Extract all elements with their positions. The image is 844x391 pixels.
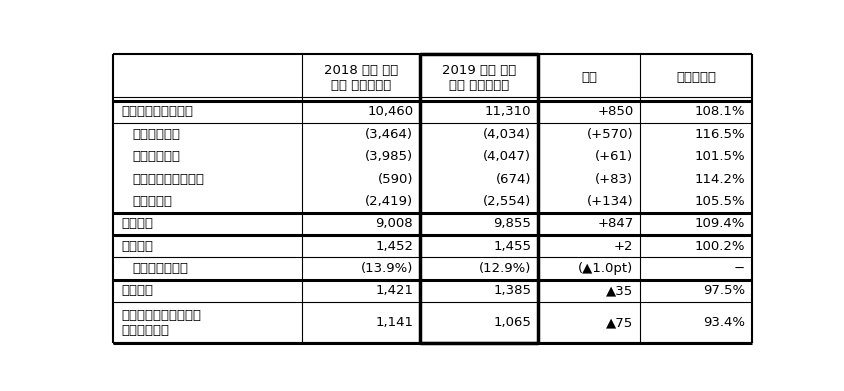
Text: 2018 年３ 月期
第３ 四半期決算: 2018 年３ 月期 第３ 四半期決算 xyxy=(323,64,398,91)
Text: （国際旅客）: （国際旅客） xyxy=(133,128,181,141)
Text: 9,855: 9,855 xyxy=(494,217,532,230)
Text: 2019 年３ 月期
第３ 四半期決算: 2019 年３ 月期 第３ 四半期決算 xyxy=(441,64,516,91)
Text: −: − xyxy=(734,262,745,275)
Text: (2,554): (2,554) xyxy=(483,195,532,208)
Text: ▲35: ▲35 xyxy=(606,284,634,298)
Text: 116.5%: 116.5% xyxy=(695,128,745,141)
Text: (3,985): (3,985) xyxy=(365,150,414,163)
Text: （その他）: （その他） xyxy=(133,195,173,208)
Text: 1,385: 1,385 xyxy=(494,284,532,298)
Text: 前年同期比: 前年同期比 xyxy=(676,71,716,84)
Text: +850: +850 xyxy=(598,106,634,118)
Text: （国際・国内貨物）: （国際・国内貨物） xyxy=(133,172,204,185)
Text: 1,455: 1,455 xyxy=(494,240,532,253)
Text: 1,421: 1,421 xyxy=(376,284,414,298)
Text: (+570): (+570) xyxy=(587,128,634,141)
Text: 11,310: 11,310 xyxy=(484,106,532,118)
Text: (12.9%): (12.9%) xyxy=(479,262,532,275)
Text: +847: +847 xyxy=(598,217,634,230)
Text: 97.5%: 97.5% xyxy=(703,284,745,298)
Text: 101.5%: 101.5% xyxy=(695,150,745,163)
Text: (4,034): (4,034) xyxy=(484,128,532,141)
Text: 営業利益: 営業利益 xyxy=(122,240,154,253)
Text: 10,460: 10,460 xyxy=(367,106,414,118)
Text: 経常利益: 経常利益 xyxy=(122,284,154,298)
Text: (+134): (+134) xyxy=(587,195,634,208)
Text: (674): (674) xyxy=(495,172,532,185)
Text: 9,008: 9,008 xyxy=(376,217,414,230)
Text: 93.4%: 93.4% xyxy=(703,316,745,329)
Text: (+83): (+83) xyxy=(595,172,634,185)
Text: ▲75: ▲75 xyxy=(606,316,634,329)
Text: （営業利益率）: （営業利益率） xyxy=(133,262,188,275)
Text: +2: +2 xyxy=(614,240,634,253)
Text: (+61): (+61) xyxy=(595,150,634,163)
Text: 109.4%: 109.4% xyxy=(695,217,745,230)
Text: 105.5%: 105.5% xyxy=(695,195,745,208)
Text: （国内旅客）: （国内旅客） xyxy=(133,150,181,163)
Text: (590): (590) xyxy=(378,172,414,185)
Text: 増減: 増減 xyxy=(581,71,597,84)
Text: (2,419): (2,419) xyxy=(365,195,414,208)
Text: 1,141: 1,141 xyxy=(376,316,414,329)
Text: 100.2%: 100.2% xyxy=(695,240,745,253)
Text: (▲1.0pt): (▲1.0pt) xyxy=(578,262,634,275)
Text: 108.1%: 108.1% xyxy=(695,106,745,118)
Text: (4,047): (4,047) xyxy=(484,150,532,163)
Text: (3,464): (3,464) xyxy=(365,128,414,141)
Text: 114.2%: 114.2% xyxy=(695,172,745,185)
Text: 営業費用: 営業費用 xyxy=(122,217,154,230)
Text: (13.9%): (13.9%) xyxy=(361,262,414,275)
Text: 1,065: 1,065 xyxy=(494,316,532,329)
Text: 1,452: 1,452 xyxy=(376,240,414,253)
Text: グループ連結売上高: グループ連結売上高 xyxy=(122,106,194,118)
Text: 親会社株主に帰属する
四半期純利益: 親会社株主に帰属する 四半期純利益 xyxy=(122,309,202,337)
